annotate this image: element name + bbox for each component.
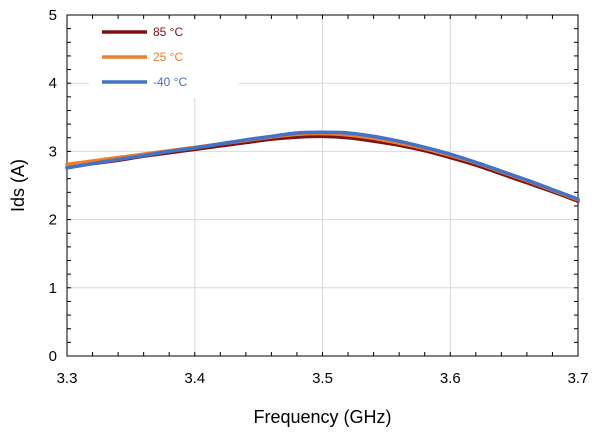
series-line-2 [65,130,580,201]
legend-label-1: 25 °C [153,50,183,64]
y-tick-label: 2 [49,212,57,229]
tick-labels: 3.3 3.4 3.5 3.6 3.7 0 1 2 3 4 5 [49,7,589,387]
legend-label-0: 85 °C [153,25,183,39]
y-tick-label: 3 [49,143,57,160]
x-tick-label: 3.3 [57,370,78,387]
axis-ticks [66,14,579,357]
legend-label-2: -40 °C [153,75,187,89]
y-axis-title: Ids (A) [8,159,28,212]
y-tick-label: 0 [49,348,57,365]
x-tick-label: 3.5 [312,370,333,387]
x-tick-label: 3.4 [184,370,205,387]
x-tick-label: 3.6 [440,370,461,387]
x-tick-label: 3.7 [568,370,589,387]
y-tick-label: 4 [49,75,57,92]
series-lines [65,130,580,203]
y-tick-label: 5 [49,7,57,24]
legend: 85 °C 25 °C -40 °C [89,20,239,98]
x-axis-title: Frequency (GHz) [253,407,391,427]
y-tick-label: 1 [49,280,57,297]
